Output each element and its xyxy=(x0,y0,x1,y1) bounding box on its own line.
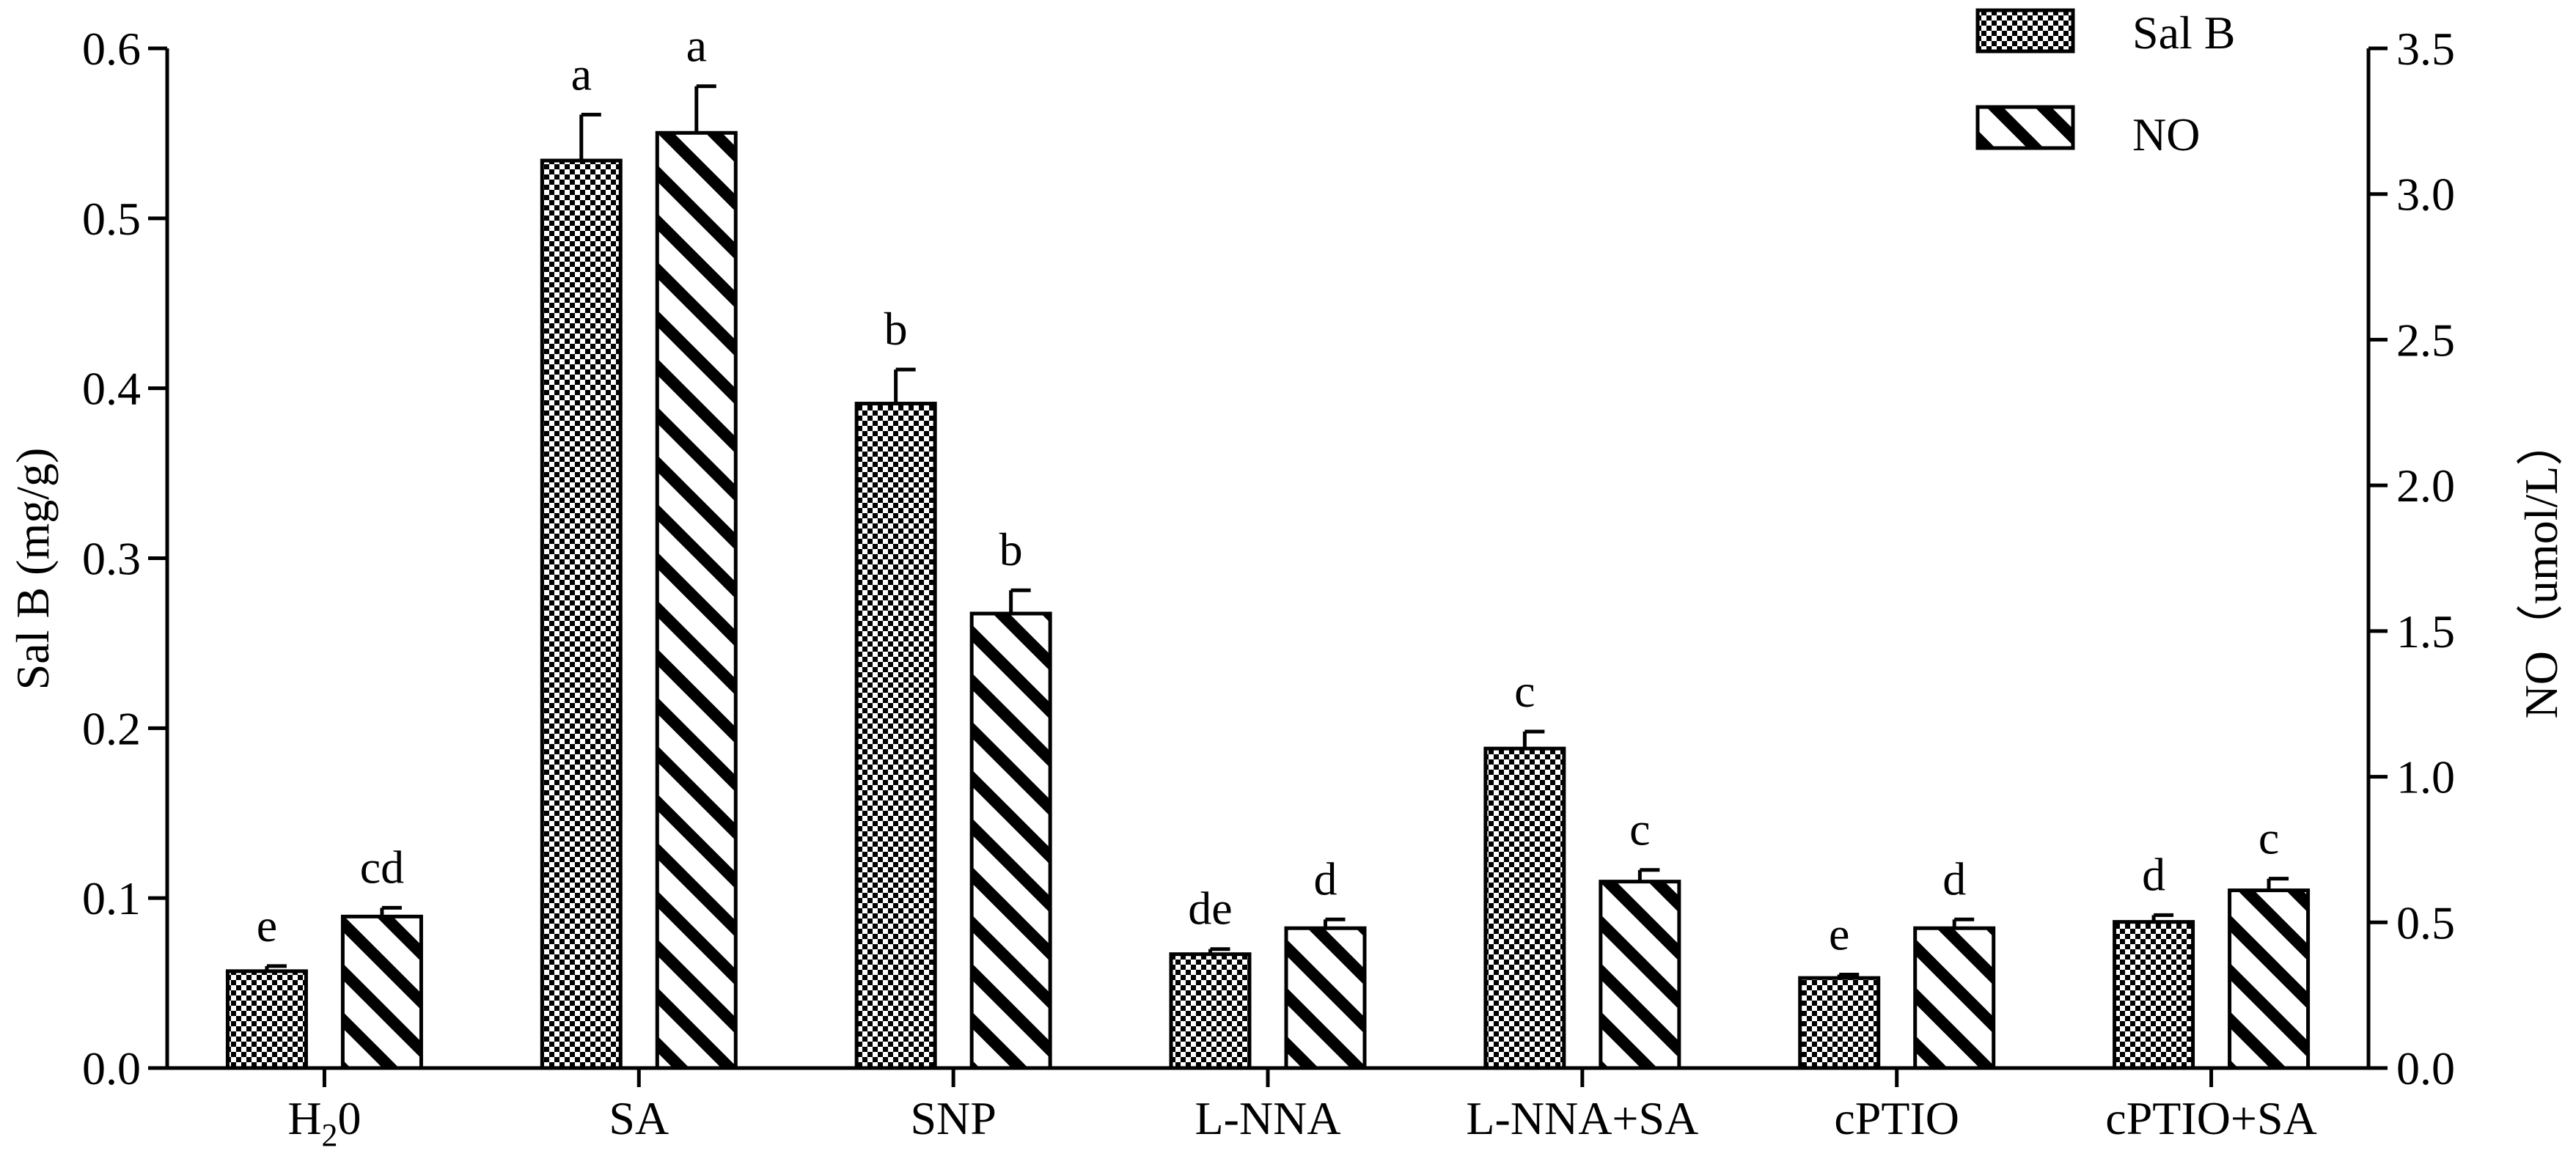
right-tick-label: 3.5 xyxy=(2396,23,2455,75)
x-tick-label: H20 xyxy=(287,1092,361,1153)
significance-label-sal-b: b xyxy=(884,303,908,355)
bar-sal-b xyxy=(1169,952,1252,1070)
bars xyxy=(225,84,2311,1070)
bar-sal-b xyxy=(1483,746,1566,1070)
significance-label-no: c xyxy=(1629,803,1650,855)
x-tick-label: cPTIO+SA xyxy=(2105,1092,2317,1144)
left-tick-label: 0.4 xyxy=(82,363,141,415)
left-tick-label: 0.5 xyxy=(82,193,141,245)
x-tick-label: L-NNA xyxy=(1195,1092,1340,1144)
significance-label-no: c xyxy=(2258,812,2279,864)
bar-no xyxy=(340,914,423,1070)
significance-label-sal-b: e xyxy=(257,899,277,951)
right-tick-label: 2.5 xyxy=(2396,314,2455,366)
left-tick-label: 0.3 xyxy=(82,533,141,585)
bar-no xyxy=(2228,888,2311,1070)
legend-label-no: NO xyxy=(2132,108,2200,161)
legend-swatch-sal-b xyxy=(1975,8,2075,54)
bar-sal-b xyxy=(854,402,937,1070)
right-tick-label: 3.0 xyxy=(2396,169,2455,221)
significance-label-sal-b: e xyxy=(1829,908,1849,960)
significance-label-no: b xyxy=(999,523,1023,575)
left-tick-label: 0.1 xyxy=(82,872,141,924)
significance-label-no: cd xyxy=(360,841,404,893)
bar-no xyxy=(1284,926,1367,1070)
right-tick-label: 0.5 xyxy=(2396,897,2455,949)
right-tick-label: 1.0 xyxy=(2396,751,2455,803)
bar-no xyxy=(1599,880,1681,1070)
bar-no xyxy=(1913,926,1996,1070)
x-tick-label: cPTIO xyxy=(1834,1092,1959,1144)
left-tick-label: 0.2 xyxy=(82,702,141,754)
significance-label-no: a xyxy=(686,20,707,72)
x-tick-label: SNP xyxy=(910,1092,996,1144)
bar-sal-b xyxy=(1798,976,1881,1070)
significance-label-sal-b: d xyxy=(2142,848,2165,900)
bar-sal-b xyxy=(225,969,308,1070)
significance-label-sal-b: c xyxy=(1514,665,1535,717)
significance-label-no: d xyxy=(1942,853,1966,905)
right-axis-title: NO（umol/L） xyxy=(2515,419,2567,719)
axes: 0.0 0.1 0.2 0.3 0.4 0.5 0.6 0.0 0.5 1.0 1.5 2.0 2.5 3… xyxy=(82,23,2455,1153)
left-axis-title: Sal B (mg/g) xyxy=(7,448,59,691)
right-tick-label: 1.5 xyxy=(2396,605,2455,658)
right-tick-label: 2.0 xyxy=(2396,460,2455,512)
significance-label-sal-b: a xyxy=(571,48,592,100)
legend: Sal B NO xyxy=(1975,7,2235,161)
bar-no xyxy=(655,130,738,1070)
bar-sal-b xyxy=(540,158,623,1070)
labels: e cd a a b b de d c c e d d c xyxy=(257,20,2280,960)
significance-label-sal-b: de xyxy=(1188,883,1232,935)
left-tick-label: 0.6 xyxy=(82,23,141,75)
bar-no xyxy=(969,611,1052,1070)
bar-sal-b xyxy=(2113,920,2195,1070)
x-tick-label: L-NNA+SA xyxy=(1466,1092,1698,1144)
left-tick-label: 0.0 xyxy=(82,1042,141,1094)
x-tick-label: SA xyxy=(609,1092,669,1144)
legend-label-sal-b: Sal B xyxy=(2132,7,2235,59)
significance-label-no: d xyxy=(1314,853,1337,905)
right-tick-label: 0.0 xyxy=(2396,1042,2455,1094)
legend-swatch-no xyxy=(1975,105,2075,150)
